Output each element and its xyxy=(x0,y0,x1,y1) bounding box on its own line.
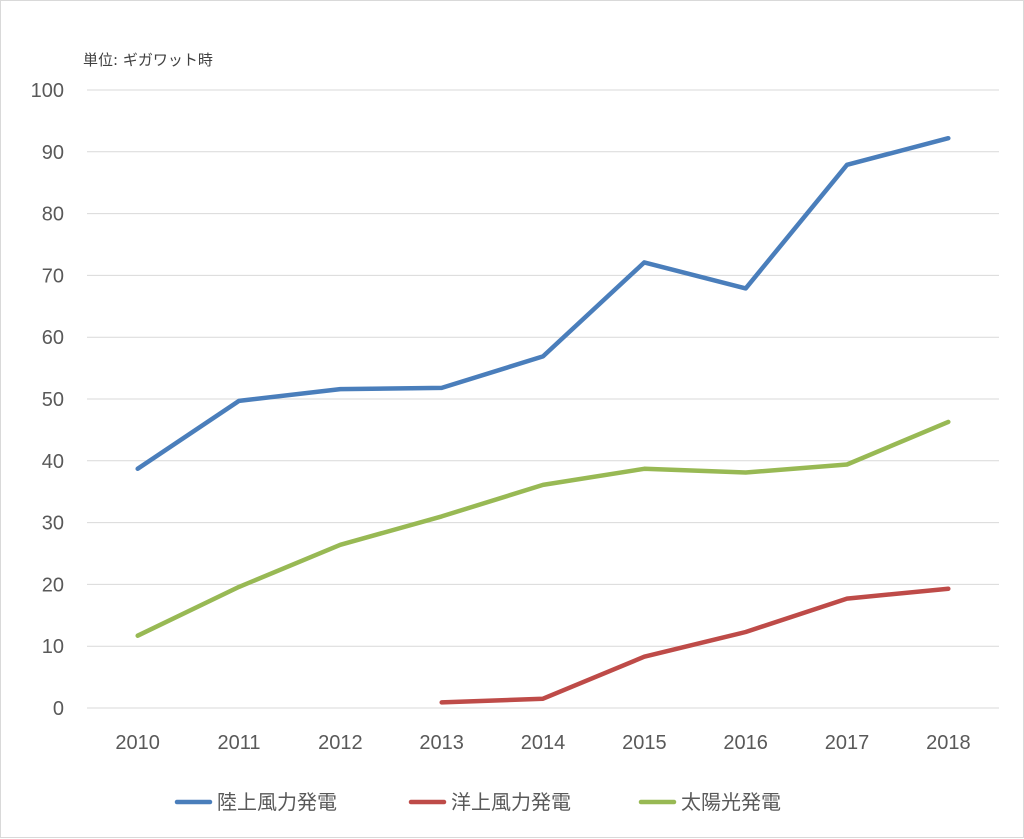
y-tick-label: 60 xyxy=(42,327,64,349)
y-tick-label: 50 xyxy=(42,389,64,411)
y-tick-label: 10 xyxy=(42,636,64,658)
y-axis-ticks: 0 10 20 30 40 50 60 70 80 90 100 xyxy=(31,80,64,720)
x-axis-ticks: 2010 2011 2012 2013 2014 2015 2016 2017 2018 xyxy=(115,732,970,754)
y-tick-label: 70 xyxy=(42,265,64,287)
legend-label: 太陽光発電 xyxy=(681,790,781,814)
y-tick-label: 100 xyxy=(31,80,64,102)
legend-label: 陸上風力発電 xyxy=(217,790,337,814)
y-tick-label: 20 xyxy=(42,574,64,596)
y-tick-label: 40 xyxy=(42,451,64,473)
legend-label: 洋上風力発電 xyxy=(451,790,571,814)
x-tick-label: 2015 xyxy=(622,732,667,754)
x-tick-label: 2013 xyxy=(419,732,464,754)
gridlines xyxy=(87,90,999,708)
y-tick-label: 80 xyxy=(42,204,64,226)
x-tick-label: 2016 xyxy=(723,732,768,754)
x-tick-label: 2011 xyxy=(217,732,260,754)
x-tick-label: 2014 xyxy=(521,732,566,754)
x-tick-label: 2017 xyxy=(825,732,870,754)
series-lines xyxy=(138,138,949,702)
y-tick-label: 30 xyxy=(42,513,64,535)
x-tick-label: 2018 xyxy=(926,732,971,754)
y-tick-label: 0 xyxy=(53,698,64,720)
series-line-0 xyxy=(138,138,949,469)
legend: 陸上風力発電 洋上風力発電 太陽光発電 xyxy=(177,790,781,814)
unit-label: 単位: ギガワット時 xyxy=(83,51,213,69)
x-tick-label: 2012 xyxy=(318,732,363,754)
x-tick-label: 2010 xyxy=(115,732,160,754)
series-line-1 xyxy=(442,589,949,703)
y-tick-label: 90 xyxy=(42,142,64,164)
